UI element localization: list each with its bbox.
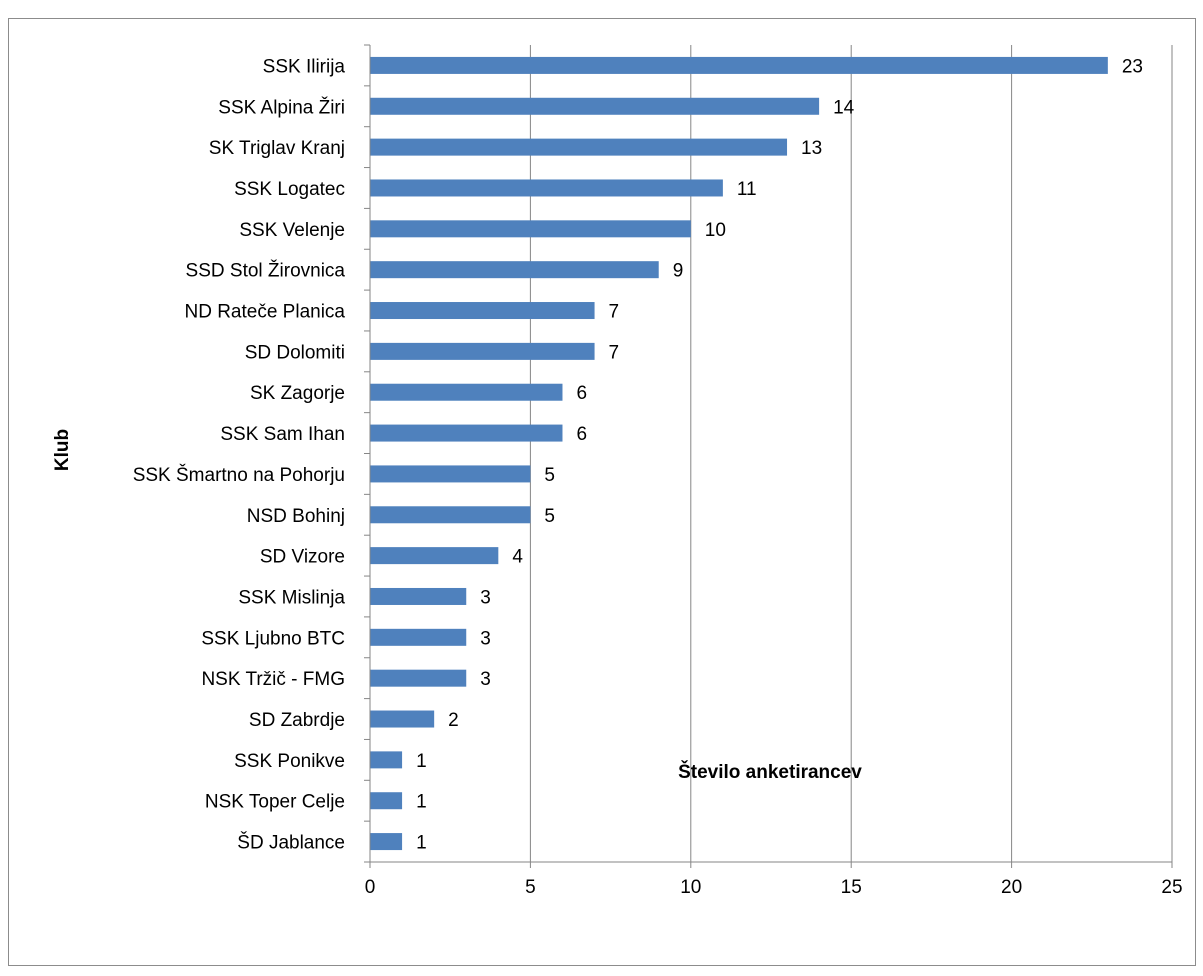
x-tick-label-4: 20 xyxy=(1001,877,1022,898)
bar-17 xyxy=(370,751,403,769)
x-tick-labels: 0 5 10 15 20 25 xyxy=(365,877,1183,898)
category-label-9: SSK Sam Ihan xyxy=(220,424,345,445)
bar-13 xyxy=(370,587,467,605)
x-tick-label-5: 25 xyxy=(1161,877,1182,898)
data-label-2: 13 xyxy=(801,138,822,159)
category-label-8: SK Zagorje xyxy=(250,383,345,404)
category-label-15: NSK Tržič - FMG xyxy=(201,669,345,690)
bar-15 xyxy=(370,669,467,687)
data-label-9: 6 xyxy=(576,424,587,445)
chart-frame xyxy=(8,18,1196,966)
category-label-4: SSK Velenje xyxy=(239,220,345,241)
category-label-10: SSK Šmartno na Pohorju xyxy=(133,464,345,486)
category-label-3: SSK Logatec xyxy=(234,179,345,200)
category-label-14: SSK Ljubno BTC xyxy=(201,628,345,649)
category-label-2: SK Triglav Kranj xyxy=(209,138,345,159)
data-label-16: 2 xyxy=(448,710,459,731)
x-tick-label-3: 15 xyxy=(841,877,862,898)
data-label-0: 23 xyxy=(1122,56,1143,77)
bar-2 xyxy=(370,138,788,156)
category-label-19: ŠD Jablance xyxy=(237,832,345,854)
data-label-14: 3 xyxy=(480,628,491,649)
data-label-7: 7 xyxy=(609,342,620,363)
bar-14 xyxy=(370,628,467,646)
category-label-5: SSD Stol Žirovnica xyxy=(186,260,346,282)
data-label-13: 3 xyxy=(480,587,491,608)
data-label-3: 11 xyxy=(737,179,757,200)
bar-6 xyxy=(370,302,595,320)
category-label-7: SD Dolomiti xyxy=(245,342,345,363)
bar-3 xyxy=(370,179,723,197)
bar-5 xyxy=(370,261,659,279)
data-label-12: 4 xyxy=(512,547,523,568)
data-label-17: 1 xyxy=(416,751,427,772)
data-label-8: 6 xyxy=(576,383,587,404)
x-axis-title: Število anketirancev xyxy=(678,761,862,783)
bar-9 xyxy=(370,424,563,442)
category-label-17: SSK Ponikve xyxy=(234,751,345,772)
category-labels: SSK Ilirija SSK Alpina Žiri SK Triglav Kra… xyxy=(133,56,346,853)
bar-0 xyxy=(370,56,1108,74)
bar-19 xyxy=(370,833,403,851)
bar-1 xyxy=(370,97,820,115)
data-label-6: 7 xyxy=(609,302,620,323)
bar-18 xyxy=(370,792,403,810)
category-label-13: SSK Mislinja xyxy=(238,587,345,608)
bar-16 xyxy=(370,710,435,728)
category-label-18: NSK Toper Celje xyxy=(205,792,345,813)
bar-12 xyxy=(370,547,499,565)
x-tick-label-2: 10 xyxy=(680,877,701,898)
category-label-6: ND Rateče Planica xyxy=(184,302,345,323)
gridlines xyxy=(529,45,1173,862)
x-tick-label-0: 0 xyxy=(365,877,376,898)
bars xyxy=(370,56,1108,851)
data-label-18: 1 xyxy=(416,792,427,813)
bar-7 xyxy=(370,342,595,360)
category-label-12: SD Vizore xyxy=(260,547,345,568)
x-tick-label-1: 5 xyxy=(525,877,536,898)
data-label-10: 5 xyxy=(544,465,555,486)
bar-8 xyxy=(370,383,563,401)
category-label-0: SSK Ilirija xyxy=(263,56,346,77)
axes xyxy=(364,44,1173,868)
bar-4 xyxy=(370,220,691,238)
category-label-16: SD Zabrdje xyxy=(249,710,345,731)
category-label-11: NSD Bohinj xyxy=(247,506,345,527)
y-axis-title: Klub xyxy=(52,429,73,471)
category-label-1: SSK Alpina Žiri xyxy=(218,96,345,118)
data-label-1: 14 xyxy=(833,97,855,118)
data-label-19: 1 xyxy=(416,833,427,854)
data-label-5: 9 xyxy=(673,261,684,282)
bar-10 xyxy=(370,465,531,483)
data-label-11: 5 xyxy=(544,506,555,527)
data-label-15: 3 xyxy=(480,669,491,690)
data-label-4: 10 xyxy=(705,220,726,241)
bar-11 xyxy=(370,506,531,524)
